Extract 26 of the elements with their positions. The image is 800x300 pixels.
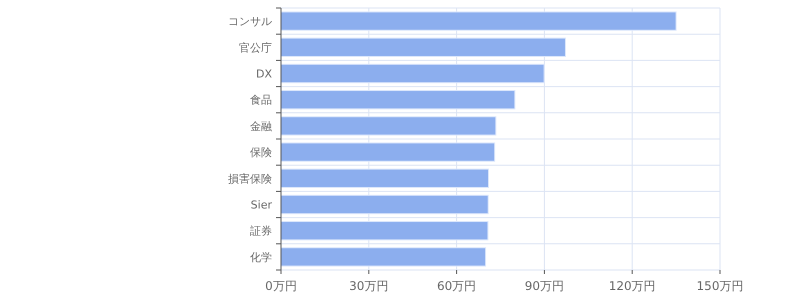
x-tick-label: 90万円 xyxy=(524,279,564,293)
bar xyxy=(280,90,516,110)
x-tick-label: 30万円 xyxy=(349,279,388,293)
y-tick-label: 食品 xyxy=(250,94,272,107)
bar xyxy=(280,142,496,162)
bar xyxy=(280,64,545,84)
y-tick-label: 金融 xyxy=(250,120,272,133)
bar xyxy=(280,38,566,57)
bar xyxy=(280,221,488,240)
x-tick-label: 60万円 xyxy=(436,279,476,293)
bar xyxy=(280,168,489,188)
y-tick-label: 証券 xyxy=(250,224,272,238)
x-tick-label: 150万円 xyxy=(696,279,744,293)
y-tick-label: 損害保険 xyxy=(228,172,272,186)
bar xyxy=(280,116,496,136)
y-tick-label: DX xyxy=(256,68,272,80)
bar xyxy=(280,247,486,267)
bar xyxy=(280,11,677,31)
y-tick-label: 官公庁 xyxy=(239,41,272,54)
y-tick-label: 保険 xyxy=(250,146,272,160)
y-tick-label: Sier xyxy=(250,198,272,212)
y-tick-label: コンサル xyxy=(228,15,272,28)
x-tick-label: 0万円 xyxy=(265,279,297,293)
bar xyxy=(280,194,489,214)
x-tick-label: 120万円 xyxy=(608,279,656,293)
y-tick-label: 化学 xyxy=(250,250,272,264)
